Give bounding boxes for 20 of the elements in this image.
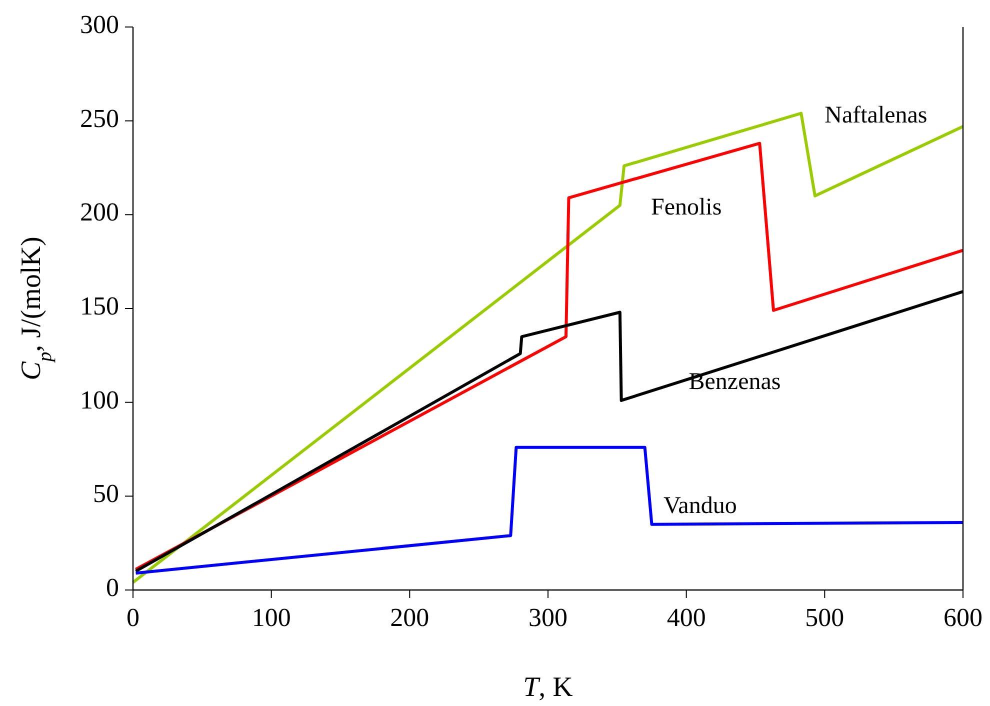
x-axis-title: T, K — [523, 672, 573, 703]
line-series — [134, 446, 964, 575]
y-tick-label: 50 — [93, 479, 119, 508]
series-label: Fenolis — [650, 194, 722, 221]
series-label: Benzenas — [688, 369, 781, 396]
y-tick-label: 200 — [80, 198, 119, 227]
x-tick-label: 200 — [390, 603, 430, 632]
x-tick-label: 500 — [805, 603, 844, 632]
x-tick-label: 100 — [252, 603, 291, 632]
y-tick-label: 150 — [80, 291, 119, 320]
series-label: Vanduo — [664, 492, 737, 519]
y-tick-label: 250 — [80, 104, 119, 133]
y-tick-label: 300 — [80, 10, 119, 39]
x-tick-label: 300 — [528, 603, 568, 632]
x-tick-label: 400 — [666, 603, 706, 632]
x-tick-label: 0 — [126, 603, 140, 632]
y-tick-label: 0 — [106, 572, 119, 602]
series-label: Naftalenas — [824, 102, 928, 129]
y-tick-label: 100 — [80, 385, 119, 414]
x-tick-label: 600 — [944, 603, 982, 632]
